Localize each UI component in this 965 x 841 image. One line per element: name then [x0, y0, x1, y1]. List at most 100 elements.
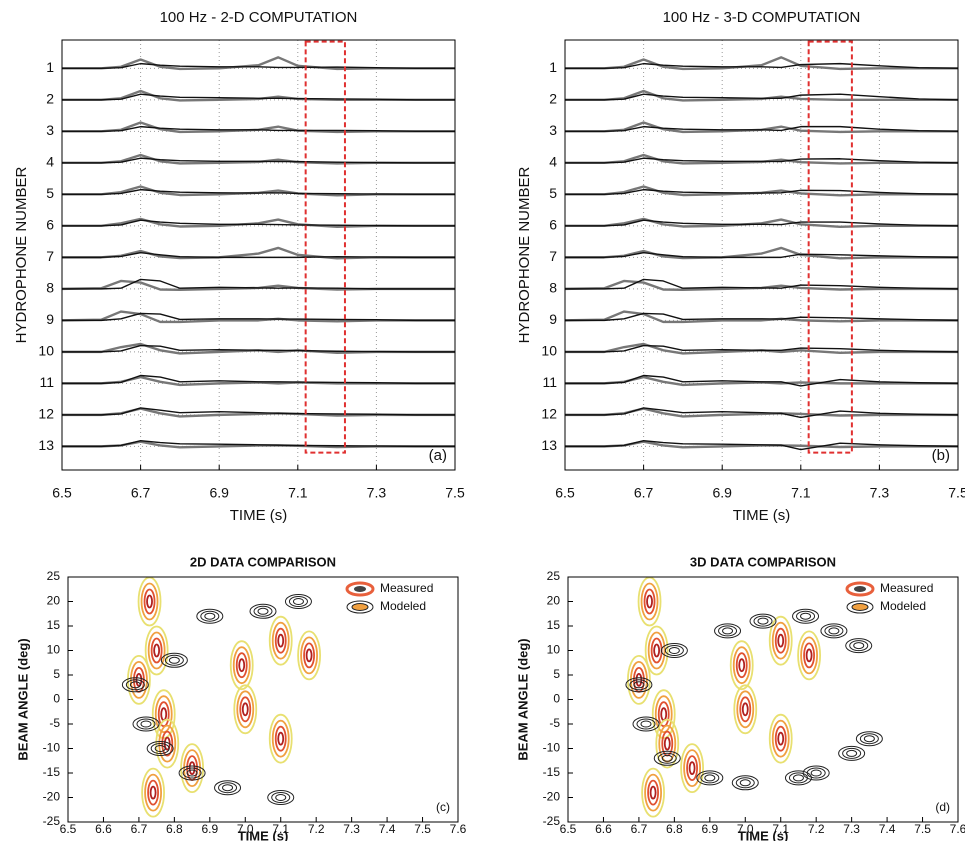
x-tick-label: 6.7: [631, 822, 648, 836]
y-tick-label: -15: [543, 765, 561, 779]
legend-swatch: [351, 603, 369, 611]
contour: [838, 745, 866, 761]
contour: [714, 623, 742, 639]
contour-ring: [129, 681, 141, 689]
trace: [565, 188, 959, 196]
contour-ring: [736, 690, 755, 729]
contour-ring: [232, 646, 251, 685]
contour-ring: [277, 633, 285, 648]
contour: [132, 716, 160, 732]
trace: [62, 157, 455, 164]
trace: [565, 312, 959, 322]
contour-ring: [828, 627, 840, 635]
trace: [62, 374, 455, 385]
y-axis-label: HYDROPHONE NUMBER: [516, 166, 533, 343]
contour-ring: [649, 785, 657, 800]
contour-ring: [644, 773, 662, 812]
trace: [565, 374, 959, 387]
legend-label: Modeled: [380, 599, 426, 613]
contour: [802, 765, 830, 781]
y-tick-label: 20: [47, 594, 61, 608]
y-tick-label: 11: [542, 374, 557, 390]
y-tick-label: 10: [38, 343, 54, 359]
x-tick-label: 7.6: [950, 822, 965, 836]
contour-ring: [144, 773, 162, 812]
y-tick-label: 6: [46, 217, 54, 233]
contour-ring: [288, 596, 308, 607]
contour: [249, 603, 277, 619]
x-tick-label: 7.3: [367, 485, 387, 501]
x-tick-label: 7.5: [445, 485, 465, 501]
x-tick-label: 7.1: [272, 822, 289, 836]
contour-ring: [147, 631, 166, 670]
panel-label: (a): [429, 447, 447, 464]
chart-title: 3D DATA COMPARISON: [690, 554, 836, 569]
y-tick-label: 15: [47, 618, 61, 632]
y-tick-label: 13: [541, 437, 557, 453]
y-tick-label: 25: [47, 569, 61, 583]
legend-swatch: [854, 586, 866, 592]
contour: [632, 716, 660, 732]
contour-ring: [739, 696, 752, 723]
contour-ring: [136, 718, 156, 730]
contour-ring: [274, 725, 287, 752]
contour-ring: [796, 610, 816, 622]
contour-ring: [664, 645, 684, 656]
contour: [268, 713, 293, 764]
y-tick-label: 3: [549, 122, 557, 138]
contour: [768, 615, 793, 666]
trace: [565, 219, 959, 227]
trace: [62, 251, 455, 259]
contour-ring: [661, 754, 673, 762]
x-tick-label: 7.5: [948, 485, 965, 501]
x-tick-label: 6.7: [634, 485, 654, 501]
x-tick-label: 6.6: [595, 822, 612, 836]
contour-ring: [718, 625, 738, 637]
contour-ring: [735, 652, 748, 679]
y-tick-label: 12: [541, 406, 557, 422]
y-tick-label: 8: [46, 280, 54, 296]
contour: [655, 718, 680, 769]
contour-ring: [140, 582, 159, 621]
trace: [565, 121, 958, 134]
contour-ring: [149, 785, 157, 800]
contour-ring: [305, 648, 313, 663]
y-tick-label: 15: [547, 618, 561, 632]
y-tick-label: 7: [549, 248, 557, 264]
contour: [641, 767, 665, 818]
contour-ring: [653, 643, 661, 658]
y-tick-label: 10: [541, 343, 557, 359]
contour: [680, 743, 704, 793]
chart-title: 2D DATA COMPARISON: [190, 554, 336, 569]
x-axis-label: TIME (s): [738, 828, 789, 841]
contour: [627, 655, 651, 705]
y-tick-label: 0: [553, 692, 560, 706]
contour-ring: [239, 696, 252, 723]
contour-ring: [143, 588, 156, 615]
contour-ring: [150, 743, 170, 754]
y-tick-label: 2: [549, 91, 557, 107]
plot-frame: [61, 39, 456, 471]
contour-ring: [859, 733, 879, 745]
contour: [644, 625, 669, 676]
contour: [820, 623, 848, 639]
legend-swatch: [354, 586, 366, 592]
y-tick-label: -10: [43, 741, 61, 755]
y-tick-label: 5: [53, 667, 60, 681]
contour-ring: [275, 794, 287, 801]
legend-label: Measured: [880, 581, 933, 595]
contour: [196, 608, 224, 624]
contour-ring: [300, 636, 318, 675]
x-axis-label: TIME (s): [733, 507, 791, 524]
contour-ring: [271, 792, 291, 803]
contour: [731, 775, 759, 791]
contour: [160, 652, 188, 668]
y-tick-label: 12: [38, 406, 54, 422]
contour-ring: [218, 782, 238, 794]
y-tick-label: 4: [549, 154, 557, 170]
panel-label: (d): [935, 800, 950, 814]
contour: [696, 770, 724, 786]
contour: [121, 677, 149, 693]
contour: [653, 750, 681, 766]
